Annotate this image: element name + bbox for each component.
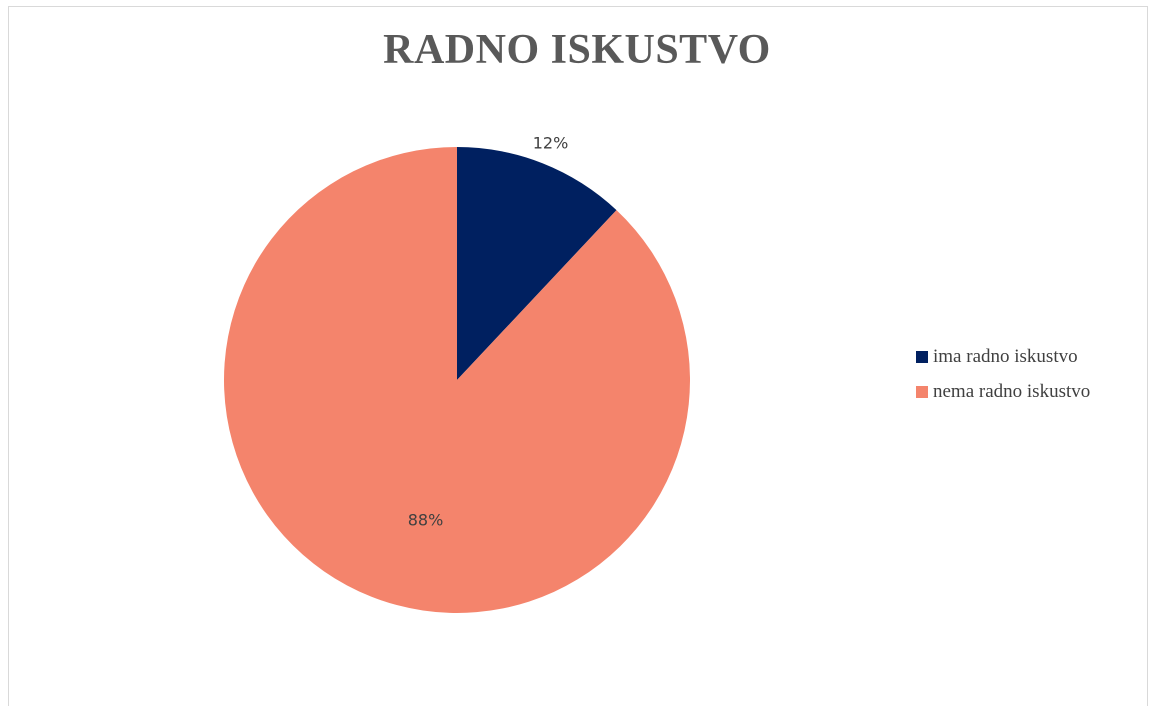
legend-label: nema radno iskustvo [933, 381, 1091, 402]
legend-item-nema[interactable]: nema radno iskustvo [916, 381, 1090, 403]
legend-swatch [916, 386, 928, 398]
data-label: 88% [408, 510, 444, 529]
legend-item-ima[interactable]: ima radno iskustvo [916, 346, 1090, 368]
legend-label: ima radno iskustvo [933, 346, 1078, 367]
legend-swatch [916, 351, 928, 363]
pie-chart: 12% 88% [223, 133, 690, 614]
pie-slice-ima-radno-iskustvo[interactable] [457, 147, 617, 380]
pie-data-labels: 12% 88% [408, 133, 569, 529]
legend: ima radno iskustvo nema radno iskustvo [916, 346, 1090, 416]
chart-title: RADNO ISKUSTVO [383, 27, 771, 73]
data-label: 12% [533, 133, 569, 152]
pie-slice-nema-radno-iskustvo[interactable] [223, 147, 690, 614]
pie-slices [223, 147, 690, 614]
